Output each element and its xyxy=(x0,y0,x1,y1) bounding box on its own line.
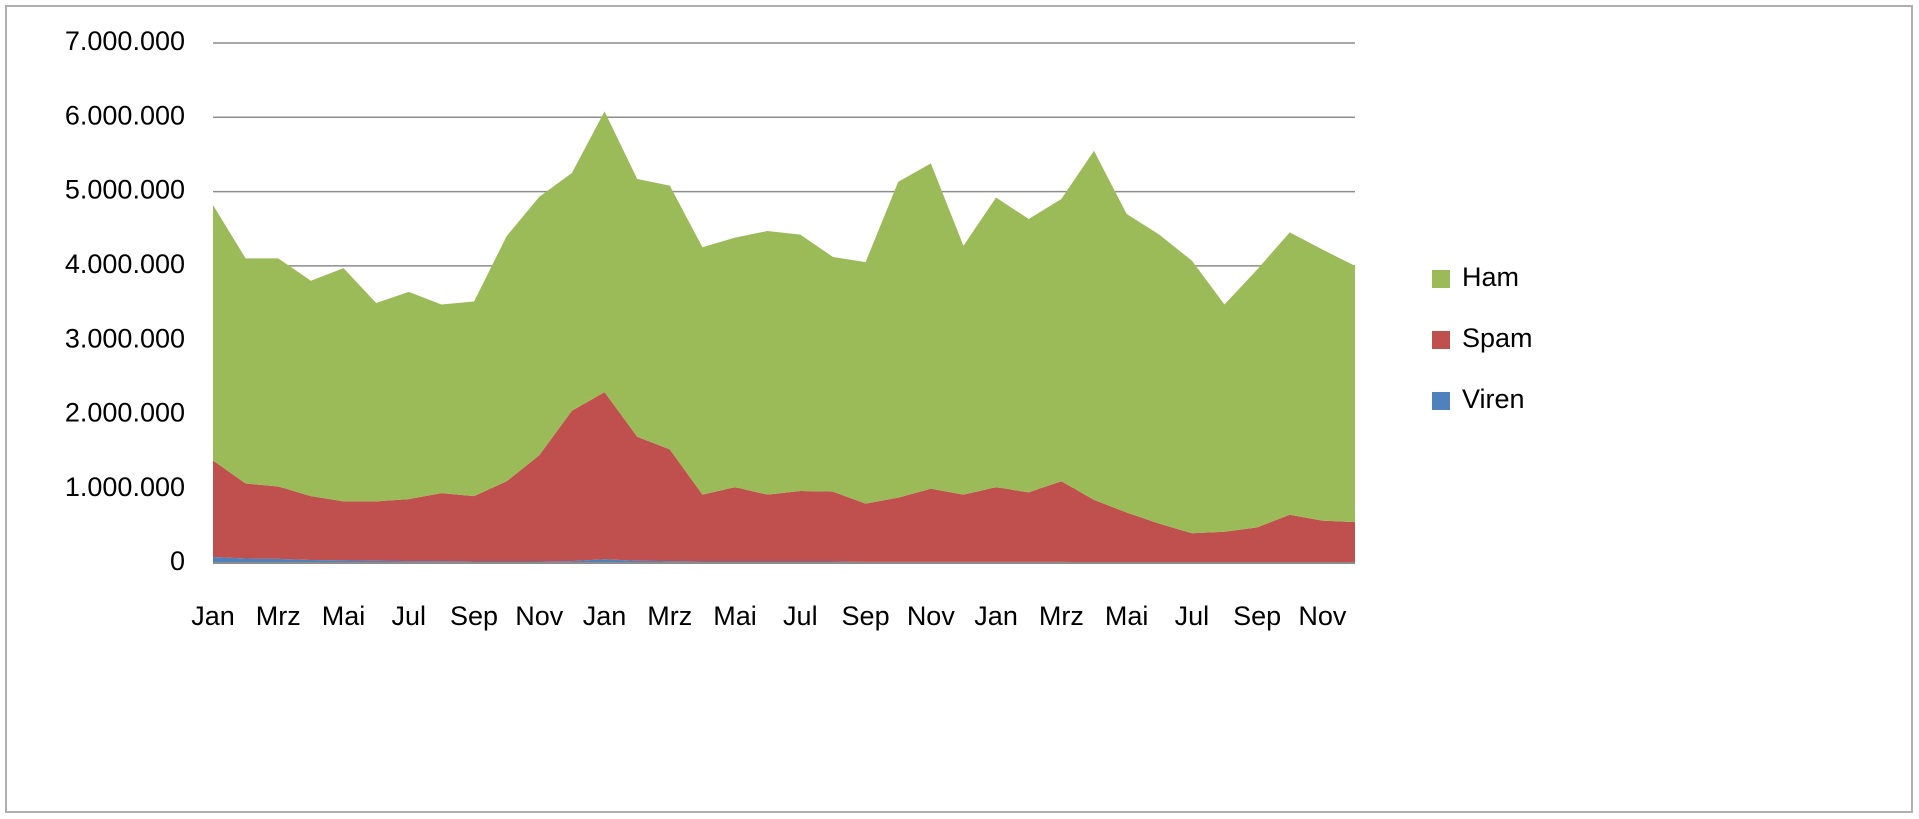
y-tick-label: 6.000.000 xyxy=(65,100,185,130)
x-tick-label: Mai xyxy=(713,601,757,631)
x-tick-label: Jan xyxy=(191,601,235,631)
x-tick-label: Mrz xyxy=(1039,601,1084,631)
y-tick-label: 2.000.000 xyxy=(65,398,185,428)
x-tick-label: Jan xyxy=(583,601,627,631)
y-tick-label: 4.000.000 xyxy=(65,249,185,279)
x-tick-label: Mai xyxy=(1105,601,1149,631)
legend-label: Spam xyxy=(1462,323,1533,353)
area xyxy=(213,392,1355,563)
x-tick-label: Mai xyxy=(322,601,366,631)
x-tick-label: Jul xyxy=(1175,601,1210,631)
legend-label: Ham xyxy=(1462,262,1519,292)
y-tick-label: 3.000.000 xyxy=(65,323,185,353)
x-tick-label: Jul xyxy=(783,601,818,631)
x-tick-label: Mrz xyxy=(647,601,692,631)
x-tick-label: Mrz xyxy=(256,601,301,631)
y-tick-label: 7.000.000 xyxy=(65,26,185,56)
x-tick-label: Nov xyxy=(515,601,564,631)
x-tick-label: Sep xyxy=(450,601,498,631)
y-tick-label: 5.000.000 xyxy=(65,175,185,205)
legend-swatch xyxy=(1432,331,1450,349)
x-tick-label: Sep xyxy=(842,601,890,631)
x-tick-label: Jan xyxy=(974,601,1018,631)
y-tick-label: 1.000.000 xyxy=(65,472,185,502)
legend-label: Viren xyxy=(1462,384,1525,414)
legend-swatch xyxy=(1432,270,1450,288)
legend-swatch xyxy=(1432,392,1450,410)
y-tick-label: 0 xyxy=(170,546,185,576)
x-tick-label: Sep xyxy=(1233,601,1281,631)
x-tick-label: Nov xyxy=(1298,601,1347,631)
x-tick-label: Nov xyxy=(907,601,956,631)
x-tick-label: Jul xyxy=(392,601,427,631)
area xyxy=(213,111,1355,534)
